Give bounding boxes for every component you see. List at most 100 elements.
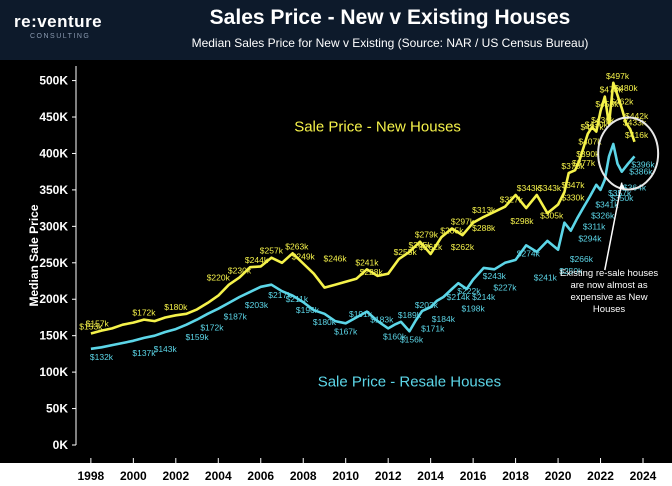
new-data-label: $153k (79, 321, 103, 331)
resale-data-label: $241k (534, 272, 558, 282)
new-data-label: $305k (540, 211, 564, 221)
resale-data-label: $132k (90, 352, 114, 362)
new-houses-line (90, 81, 636, 335)
y-tick-label: 250K (39, 256, 68, 270)
new-data-label: $390k (576, 149, 600, 159)
new-data-label: $416k (625, 130, 649, 140)
new-data-label: $172k (132, 308, 156, 318)
new-data-label: $497k (606, 71, 630, 81)
new-data-label: $327k (500, 195, 524, 205)
resale-data-label: $189k (398, 310, 422, 320)
new-data-label: $442k (625, 111, 649, 121)
x-tick-label: 2022 (587, 469, 614, 483)
resale-houses-line (90, 142, 636, 351)
new-data-label: $313k (472, 205, 496, 215)
resale-data-label: $396k (631, 159, 655, 169)
resale-data-label: $217k (268, 290, 292, 300)
new-data-label: $436k (591, 115, 615, 125)
y-tick-label: 450K (39, 110, 68, 124)
x-tick-label: 2020 (545, 469, 572, 483)
new-data-label: $330k (561, 192, 585, 202)
x-tick-label: 2012 (375, 469, 402, 483)
resale-data-label: $274k (517, 248, 541, 258)
resale-houses-annotation: Sale Price - Resale Houses (318, 374, 501, 391)
resale-data-label: $137k (132, 348, 156, 358)
new-data-label: $343k (517, 183, 541, 193)
new-data-label: $478k (600, 85, 624, 95)
new-data-label: $228k (360, 267, 384, 277)
x-tick-label: 1998 (78, 469, 105, 483)
new-data-label: $279k (415, 230, 439, 240)
y-tick-label: 150K (39, 329, 68, 343)
new-data-label: $246k (323, 254, 347, 264)
brand-logo-subtitle: CONSULTING (30, 33, 91, 40)
resale-data-label: $191k (349, 309, 373, 319)
new-data-label: $244k (245, 255, 269, 265)
resale-data-label: $211k (286, 294, 309, 304)
new-data-label: $462k (610, 96, 634, 106)
new-data-label: $285k (440, 225, 464, 235)
y-tick-label: 300K (39, 219, 68, 233)
new-data-label: $480k (614, 83, 638, 93)
new-data-label: $377k (572, 158, 596, 168)
resale-data-label: $214k (472, 292, 496, 302)
resale-data-label: $187k (224, 312, 248, 322)
y-tick-label: 0K (53, 438, 69, 452)
resale-data-label: $180k (313, 317, 337, 327)
y-tick-label: 200K (39, 292, 68, 306)
callout-circle (597, 116, 660, 191)
y-tick-label: 350K (39, 183, 68, 197)
new-data-label: $265k (408, 240, 432, 250)
new-data-label: $373k (561, 161, 585, 171)
y-tick-label: 400K (39, 146, 68, 160)
resale-data-label: $203k (245, 300, 269, 310)
resale-data-label: $196k (296, 305, 320, 315)
y-tick-label: 500K (39, 74, 68, 88)
resale-data-label: $243k (483, 271, 507, 281)
new-data-label: $220k (207, 273, 231, 283)
new-data-label: $230k (228, 265, 252, 275)
x-tick-label: 2000 (120, 469, 147, 483)
new-data-label: $297k (451, 217, 475, 227)
resale-data-label: $159k (185, 332, 209, 342)
new-data-label: $347k (561, 180, 585, 190)
resale-data-label: $294k (578, 234, 602, 244)
resale-data-label: $171k (421, 323, 445, 333)
resale-data-label: $183k (370, 315, 394, 325)
new-data-label: $262k (419, 242, 443, 252)
new-data-label: $257k (260, 246, 284, 256)
resale-data-label: $143k (154, 344, 178, 354)
resale-data-label: $172k (200, 323, 224, 333)
x-tick-label: 2010 (332, 469, 359, 483)
resale-data-label: $227k (493, 283, 517, 293)
new-data-label: $180k (164, 302, 188, 312)
new-data-label: $427k (580, 122, 604, 132)
new-data-label: $433k (623, 117, 647, 127)
chart-canvas: 0K 50K 100K 150K 200K 250K 300K 350K 400K 450K 500… (0, 60, 672, 486)
x-tick-label: 2018 (502, 469, 529, 483)
resale-data-label: $222k (457, 286, 481, 296)
x-axis-strip (0, 463, 672, 486)
resale-data-label: $386k (629, 167, 653, 177)
callout-annotation-line: Existing re-sale houses (560, 268, 658, 279)
new-data-label: $255k (394, 247, 418, 257)
x-tick-label: 2002 (162, 469, 189, 483)
new-houses-annotation: Sale Price - New Houses (294, 119, 461, 136)
x-tick-label: 2008 (290, 469, 317, 483)
new-data-label: $249k (292, 252, 316, 262)
resale-data-label: $156k (400, 334, 424, 344)
new-data-label: $157k (86, 319, 110, 329)
resale-data-label: $184k (432, 314, 456, 324)
plot-background (0, 60, 672, 463)
x-tick-label: 2006 (247, 469, 274, 483)
callout-annotation-line: Houses (593, 304, 625, 315)
resale-data-label: $167k (334, 326, 358, 336)
chart-title: Sales Price - New v Existing Houses (209, 6, 571, 29)
new-data-label: $288k (472, 223, 496, 233)
chart-subtitle: Median Sales Price for New v Existing (S… (191, 36, 589, 50)
new-data-label: $430k (585, 120, 609, 130)
resale-data-label: $160k (383, 331, 407, 341)
resale-data-label: $326k (591, 210, 615, 220)
new-data-label: $298k (510, 216, 534, 226)
resale-data-label: $311k (583, 221, 606, 231)
